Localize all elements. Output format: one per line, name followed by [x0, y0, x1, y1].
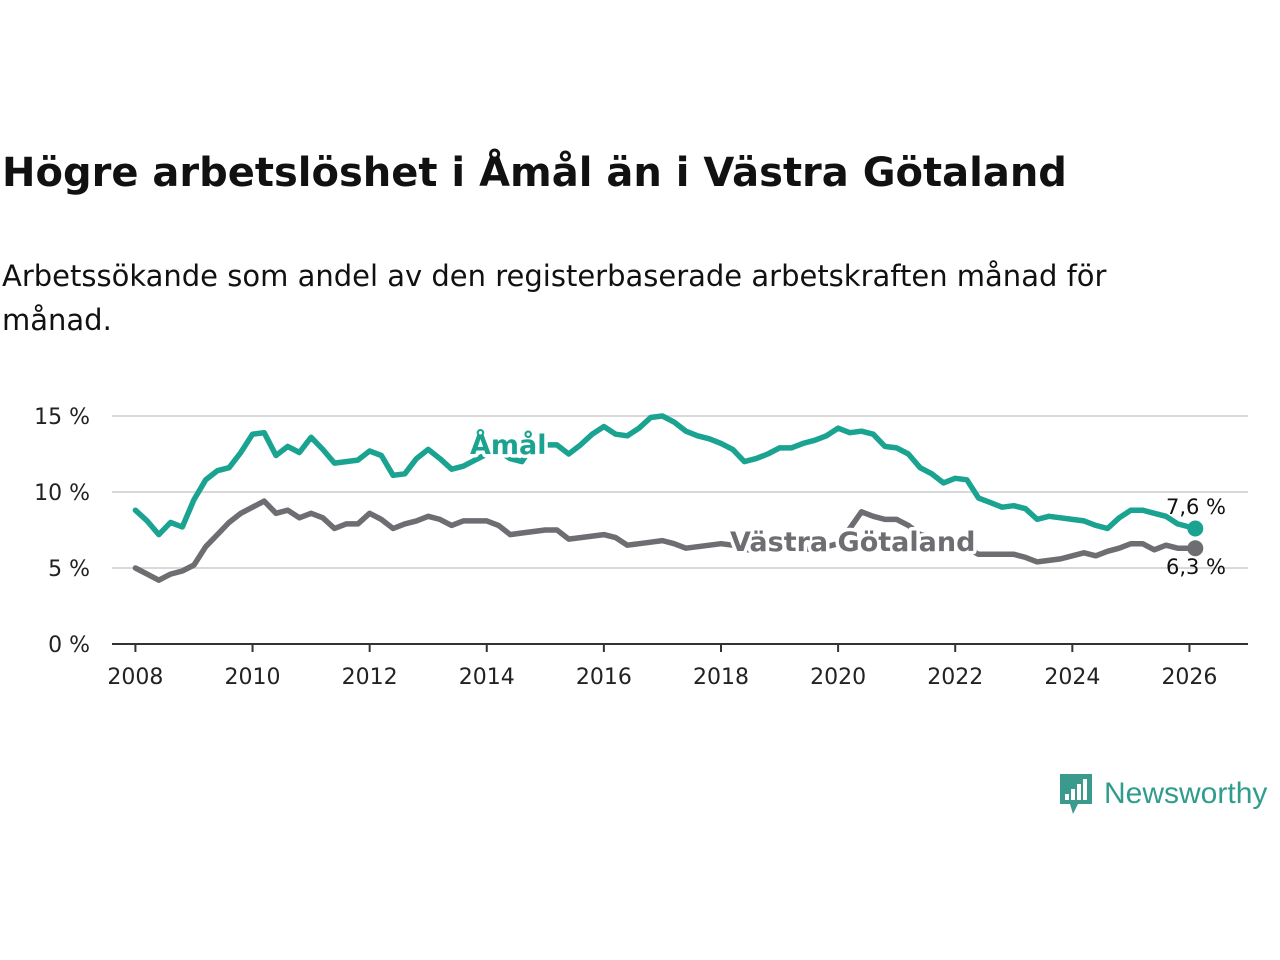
chart-title: Högre arbetslöshet i Åmål än i Västra Gö… [2, 150, 1067, 196]
series-endpoint-vastra-gotaland [1187, 540, 1204, 557]
grid-lines [112, 415, 1248, 569]
line-chart: 0 %5 %10 %15 % 2008 2010 2012 2014 2016 2018 2… [34, 405, 1248, 690]
x-tick-label: 2024 [1044, 665, 1100, 690]
x-tick-label: 2018 [693, 665, 749, 690]
x-tick-label: 2022 [927, 665, 983, 690]
y-tick-label: 15 % [34, 405, 90, 430]
x-tick-label: 2016 [576, 665, 632, 690]
x-tick-label: 2008 [107, 665, 163, 690]
newsworthy-logo-icon [1060, 774, 1092, 814]
y-axis-ticks: 0 % 5 % 10 % 15 % [34, 405, 90, 658]
series-endpoint-amal [1187, 520, 1204, 537]
series-line-vastra-gotaland [132, 498, 1199, 583]
x-axis-ticks: 2008 2010 2012 2014 2016 2018 2020 2022 2024 2026 [107, 644, 1217, 690]
series-label-vastra-gotaland: Västra Götaland [730, 527, 975, 558]
y-tick-label: 0 % [48, 633, 90, 658]
series-line-amal [132, 413, 1199, 538]
x-tick-label: 2026 [1161, 665, 1217, 690]
x-tick-label: 2014 [459, 665, 515, 690]
end-label-vastra-gotaland: 6,3 % [1166, 555, 1226, 579]
newsworthy-brand-name: Newsworthy [1104, 777, 1268, 810]
x-tick-label: 2020 [810, 665, 866, 690]
x-tick-label: 2012 [342, 665, 398, 690]
series-lines [132, 413, 1204, 583]
x-tick-label: 2010 [225, 665, 281, 690]
series-labels: Åmål Västra Götaland 7,6 % 6,3 % [467, 426, 1227, 580]
chart-subtitle: Arbetssökande som andel av den registerb… [2, 259, 1107, 337]
end-label-amal: 7,6 % [1166, 495, 1226, 519]
series-label-amal: Åmål [470, 429, 547, 461]
y-tick-label: 10 % [34, 481, 90, 506]
newsworthy-brand: Newsworthy [1058, 772, 1267, 816]
y-tick-label: 5 % [48, 557, 90, 582]
